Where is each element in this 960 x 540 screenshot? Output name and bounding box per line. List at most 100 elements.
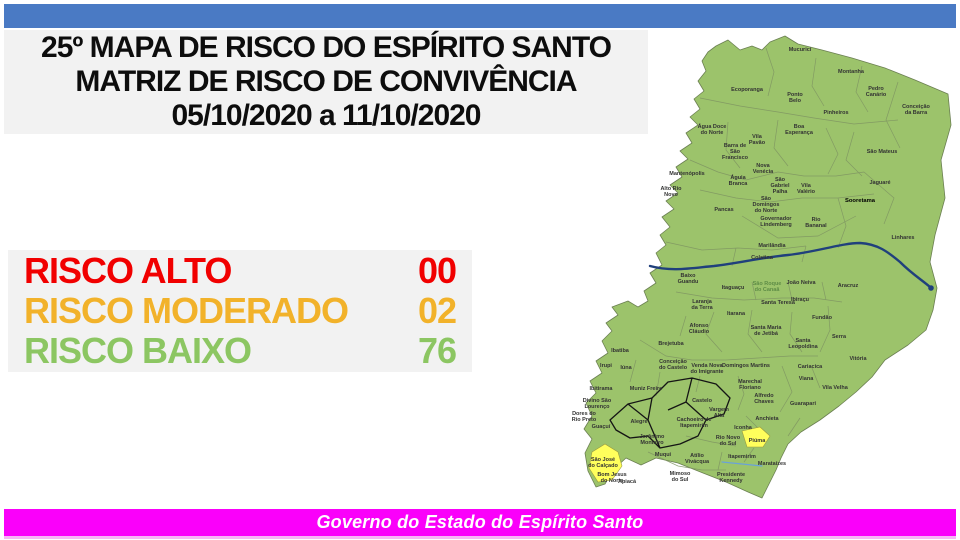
map-label: Conceição da Barra xyxy=(902,103,930,116)
map-label: Divino São Lourenço xyxy=(582,397,612,410)
top-accent-bar xyxy=(4,4,956,28)
rio-doce-river xyxy=(648,241,932,289)
map-label: Vila Pavão xyxy=(748,133,766,146)
map-label: São Roque do Canaã xyxy=(752,280,782,293)
risk-count: 02 xyxy=(417,290,457,331)
map-label: Serra xyxy=(831,333,847,340)
map-label: Vila Velha xyxy=(822,384,848,391)
risk-count: 00 xyxy=(417,250,457,291)
map-label: Afonso Cláudio xyxy=(688,322,710,335)
map-label: Dores do Rio Preto xyxy=(571,410,597,423)
map-label: Água Doce do Norte xyxy=(697,123,727,136)
map-label: Montanha xyxy=(838,68,864,75)
risk-summary-panel: RISCO ALTO 00 RISCO MODERADO 02 RISCO BAIXO 7… xyxy=(8,250,472,372)
map-label: São Mateus xyxy=(866,148,898,155)
map-label: Ecoporanga xyxy=(731,86,763,93)
risk-label: RISCO BAIXO xyxy=(24,330,252,371)
map-label: Boa Esperança xyxy=(785,123,813,136)
map-label: Rio Bananal xyxy=(805,216,827,229)
map-label: Alto Rio Novo xyxy=(660,185,682,198)
map-label: Apiacá xyxy=(617,478,637,485)
map-label: Atílio Vivácqua xyxy=(684,452,710,465)
map-label: Anchieta xyxy=(755,415,779,422)
map-label: Santa Teresa xyxy=(761,299,795,306)
map-label: Governador Lindemberg xyxy=(760,215,792,228)
map-label: São Gabriel Palha xyxy=(770,176,790,196)
map-label: Viana xyxy=(798,375,814,382)
map-label: Vila Valério xyxy=(796,182,816,195)
footer-text: Governo do Estado do Espírito Santo xyxy=(316,512,644,532)
map-label: Itarana xyxy=(726,310,746,317)
map-label: Colatina xyxy=(751,254,773,261)
map-label: Marechal Floriano xyxy=(738,378,762,391)
map-label: Alegre xyxy=(630,418,648,425)
map-label: Domingos Martins xyxy=(722,362,770,369)
map-labels: Mucurici Montanha Pedro Canário Ecoporanga P… xyxy=(571,28,960,510)
map-label: Ibitirama xyxy=(589,385,613,392)
state-outline xyxy=(583,35,952,499)
map-label: Cariacica xyxy=(797,363,823,370)
map-label: Pinheiros xyxy=(823,109,849,116)
map-label: Iúna xyxy=(620,364,632,371)
map-label: Brejetuba xyxy=(658,340,684,347)
map-label: Santa Leopoldina xyxy=(788,337,818,350)
footer-bar: Governo do Estado do Espírito Santo xyxy=(4,509,956,539)
risk-count: 76 xyxy=(417,330,457,371)
risk-label: RISCO ALTO xyxy=(24,250,232,291)
municipal-borders xyxy=(629,47,901,471)
risk-row: RISCO BAIXO 76 xyxy=(8,331,472,371)
map-label: Conceição do Castelo xyxy=(658,358,688,371)
map-label: Piúma xyxy=(748,437,766,444)
map-label: Fundão xyxy=(812,314,832,321)
map-label: Itapemirim xyxy=(728,453,756,460)
map-label: Muqui xyxy=(654,451,672,458)
rio-doce-mouth xyxy=(928,285,934,291)
map-label: Vargem Alta xyxy=(709,406,729,419)
slide-title-line1: 25º MAPA DE RISCO DO ESPÍRITO SANTO xyxy=(41,31,612,64)
map-label: Mucurici xyxy=(788,46,812,53)
title-panel: 25º MAPA DE RISCO DO ESPÍRITO SANTO MATR… xyxy=(4,30,648,134)
map-label: Laranja da Terra xyxy=(691,298,713,311)
map-label: Bom Jesus do Norte xyxy=(597,471,627,484)
map-label: Mimoso do Sul xyxy=(669,470,691,483)
map-label: Pancas xyxy=(714,206,734,213)
slide-title-line3: 05/10/2020 a 11/10/2020 xyxy=(171,99,482,132)
map-label: Mantenópolis xyxy=(669,170,705,177)
map-label: Vitória xyxy=(849,355,867,362)
itapemirim-river xyxy=(721,461,763,467)
map-label: Sooretama xyxy=(845,197,875,204)
map-label: Alfredo Chaves xyxy=(754,392,774,405)
map-label: João Neiva xyxy=(786,279,816,286)
map-label: Guarapari xyxy=(790,400,816,407)
risk-row: RISCO ALTO 00 xyxy=(8,251,472,291)
map-label: Nova Venécia xyxy=(752,162,774,175)
map-label: Venda Nova do Imigrante xyxy=(690,362,724,375)
map-label: Águia Branca xyxy=(728,174,748,187)
map-label: Rio Novo do Sul xyxy=(715,434,741,447)
map-label: Linhares xyxy=(891,234,915,241)
map-label: Barra de São Francisco xyxy=(722,142,748,162)
map-label: Guaçuí xyxy=(591,423,611,430)
map-label: Pedro Canário xyxy=(865,85,887,98)
map-label: Ibatiba xyxy=(611,347,629,354)
map-label: Jaguaré xyxy=(869,179,891,186)
map-label: Jerônimo Monteiro xyxy=(639,433,665,446)
map-label: Cachoeiro de Itapemirim xyxy=(676,416,712,429)
map-label: São Domingos do Norte xyxy=(752,195,780,215)
highlight-piuma xyxy=(741,426,771,448)
risk-row: RISCO MODERADO 02 xyxy=(8,291,472,331)
map-label: Castelo xyxy=(692,397,712,404)
map-label: Marataízes xyxy=(757,460,787,467)
map-label: Aracruz xyxy=(837,282,859,289)
slide-title-line2: MATRIZ DE RISCO DE CONVIVÊNCIA xyxy=(75,65,577,98)
map-label: Iconha xyxy=(734,424,752,431)
map-label: Baixo Guandu xyxy=(677,272,699,285)
map-label: Marilândia xyxy=(758,242,786,249)
map-label: São José do Calçado xyxy=(588,456,618,469)
map-label: Santa Maria de Jetibá xyxy=(750,324,782,337)
map-label: Presidente Kennedy xyxy=(716,471,746,484)
map-label: Itaguaçu xyxy=(721,284,745,291)
map-label: Ponto Belo xyxy=(787,91,803,104)
map-label: Muniz Freire xyxy=(629,385,663,392)
map-label: Ibiraçu xyxy=(790,296,810,303)
